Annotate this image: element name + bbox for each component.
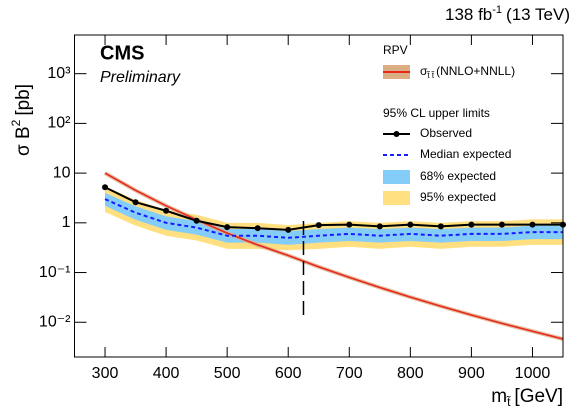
- experiment-label: CMS: [100, 42, 144, 64]
- y-tick-label: 1: [62, 214, 71, 231]
- observed-point: [529, 221, 536, 228]
- y-tick-label: 10⁻¹: [39, 264, 71, 281]
- observed-line: [104, 186, 563, 231]
- status-label: Preliminary: [100, 69, 181, 86]
- lumi-label: 138 fb-1 (13 TeV): [445, 4, 570, 25]
- observed-point: [437, 223, 444, 230]
- y-tick-label: 10: [53, 164, 71, 181]
- legend-subtitle: 95% CL upper limits: [383, 106, 490, 120]
- y-tick-label: 10²: [47, 115, 71, 132]
- observed-point: [254, 225, 261, 232]
- observed-point: [193, 217, 200, 224]
- observed-point: [315, 222, 322, 229]
- y-axis-label: σ B2[pb]: [9, 84, 34, 156]
- x-tick-label: 800: [397, 365, 424, 382]
- x-axis-label: mt̃ [GeV]: [491, 386, 563, 409]
- legend-symbol-sub: t̃ t̃: [426, 71, 435, 80]
- observed-point: [163, 207, 170, 214]
- observed-point: [102, 184, 109, 191]
- observed-point: [407, 221, 414, 228]
- x-tick-label: 500: [214, 365, 241, 382]
- legend-swatch: [383, 191, 410, 205]
- observed-point: [346, 221, 353, 228]
- observed-point: [132, 199, 139, 206]
- legend-label: σt̃ t̃ (NNLO+NNLL): [420, 64, 515, 80]
- legend-swatch: [383, 170, 410, 184]
- observed-point: [498, 221, 505, 228]
- legend-swatch: [393, 131, 400, 137]
- x-tick-label: 400: [153, 365, 180, 382]
- median-line: [104, 198, 563, 239]
- x-tick-label: 300: [92, 365, 119, 382]
- observed-point: [285, 226, 292, 233]
- legend-label: 68% expected: [420, 169, 496, 183]
- legend-title: RPV: [383, 43, 408, 57]
- legend-label: Observed: [420, 126, 472, 140]
- legend-symbol: σ: [420, 64, 428, 78]
- observed-point: [468, 221, 475, 228]
- plot-frame: [74, 34, 564, 358]
- x-tick-label: 600: [275, 365, 302, 382]
- legend-label: Median expected: [420, 147, 511, 161]
- legend-label: 95% expected: [420, 190, 496, 204]
- x-tick-label: 1000: [515, 365, 551, 382]
- observed-point: [376, 223, 383, 230]
- legend-text: (NNLO+NNLL): [436, 64, 515, 78]
- theory-line: [104, 172, 564, 340]
- x-tick-label: 700: [336, 365, 363, 382]
- observed-point: [224, 224, 231, 231]
- x-tick-label: 900: [458, 365, 485, 382]
- y-tick-label: 10⁻²: [39, 313, 71, 330]
- y-tick-label: 10³: [47, 65, 71, 82]
